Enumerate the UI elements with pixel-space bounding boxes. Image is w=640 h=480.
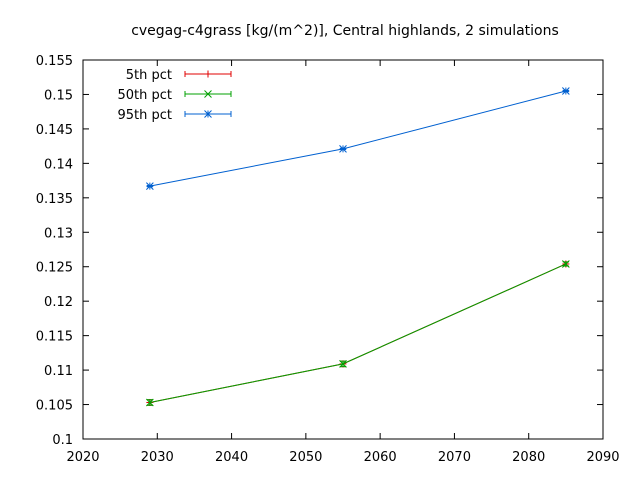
y-tick-label: 0.1 — [52, 433, 73, 448]
series-2 — [146, 87, 570, 190]
x-tick-label: 2030 — [141, 450, 174, 465]
plot-frame — [82, 59, 604, 440]
data-point — [562, 87, 570, 95]
data-point — [339, 145, 347, 153]
data-point — [339, 360, 347, 368]
legend-label: 95th pct — [117, 108, 172, 123]
legend: 5th pct 50th pct 95th pct — [117, 68, 232, 123]
marker-stroke — [146, 182, 154, 190]
series-line — [149, 263, 567, 403]
chart-title: cvegag-c4grass [kg/(m^2)], Central highl… — [131, 23, 559, 39]
y-tick-label: 0.13 — [44, 226, 73, 241]
data-point — [562, 260, 570, 268]
x-tick-label: 2090 — [586, 450, 619, 465]
series-line — [149, 263, 567, 403]
legend-marker — [204, 90, 212, 98]
y-tick-label: 0.155 — [36, 54, 73, 69]
legend-marker — [204, 70, 212, 78]
x-tick-label: 2050 — [289, 450, 322, 465]
y-tick-label: 0.145 — [36, 123, 73, 138]
y-tick-label: 0.15 — [44, 88, 73, 103]
x-tick-label: 2020 — [66, 450, 99, 465]
marker-stroke — [204, 90, 212, 98]
data-point — [146, 182, 154, 190]
y-tick-label: 0.135 — [36, 192, 73, 207]
series-0 — [146, 260, 570, 406]
legend-marker — [204, 110, 212, 118]
y-tick-label: 0.125 — [36, 261, 73, 276]
data-point — [146, 398, 154, 407]
y-tick-label: 0.105 — [36, 399, 73, 414]
y-tick-label: 0.115 — [36, 330, 73, 345]
series-1 — [146, 260, 570, 407]
x-tick-label: 2040 — [215, 450, 248, 465]
marker-stroke — [204, 110, 212, 118]
y-tick-label: 0.11 — [44, 364, 73, 379]
series-line — [149, 90, 566, 187]
x-tick-label: 2060 — [364, 450, 397, 465]
x-tick-label: 2070 — [438, 450, 471, 465]
plot-area: 2020 2030 2040 2050 2060 2070 2080 2090 0.1 0.105… — [36, 54, 620, 465]
legend-label: 50th pct — [117, 88, 172, 103]
marker-stroke — [339, 360, 347, 368]
x-tick-label: 2080 — [512, 450, 545, 465]
y-tick-label: 0.14 — [44, 157, 73, 172]
marker-stroke — [562, 260, 570, 268]
marker-stroke — [339, 145, 347, 153]
y-tick-label: 0.12 — [44, 295, 73, 310]
marker-stroke — [562, 87, 570, 95]
marker-stroke — [146, 398, 154, 407]
legend-label: 5th pct — [126, 68, 172, 83]
